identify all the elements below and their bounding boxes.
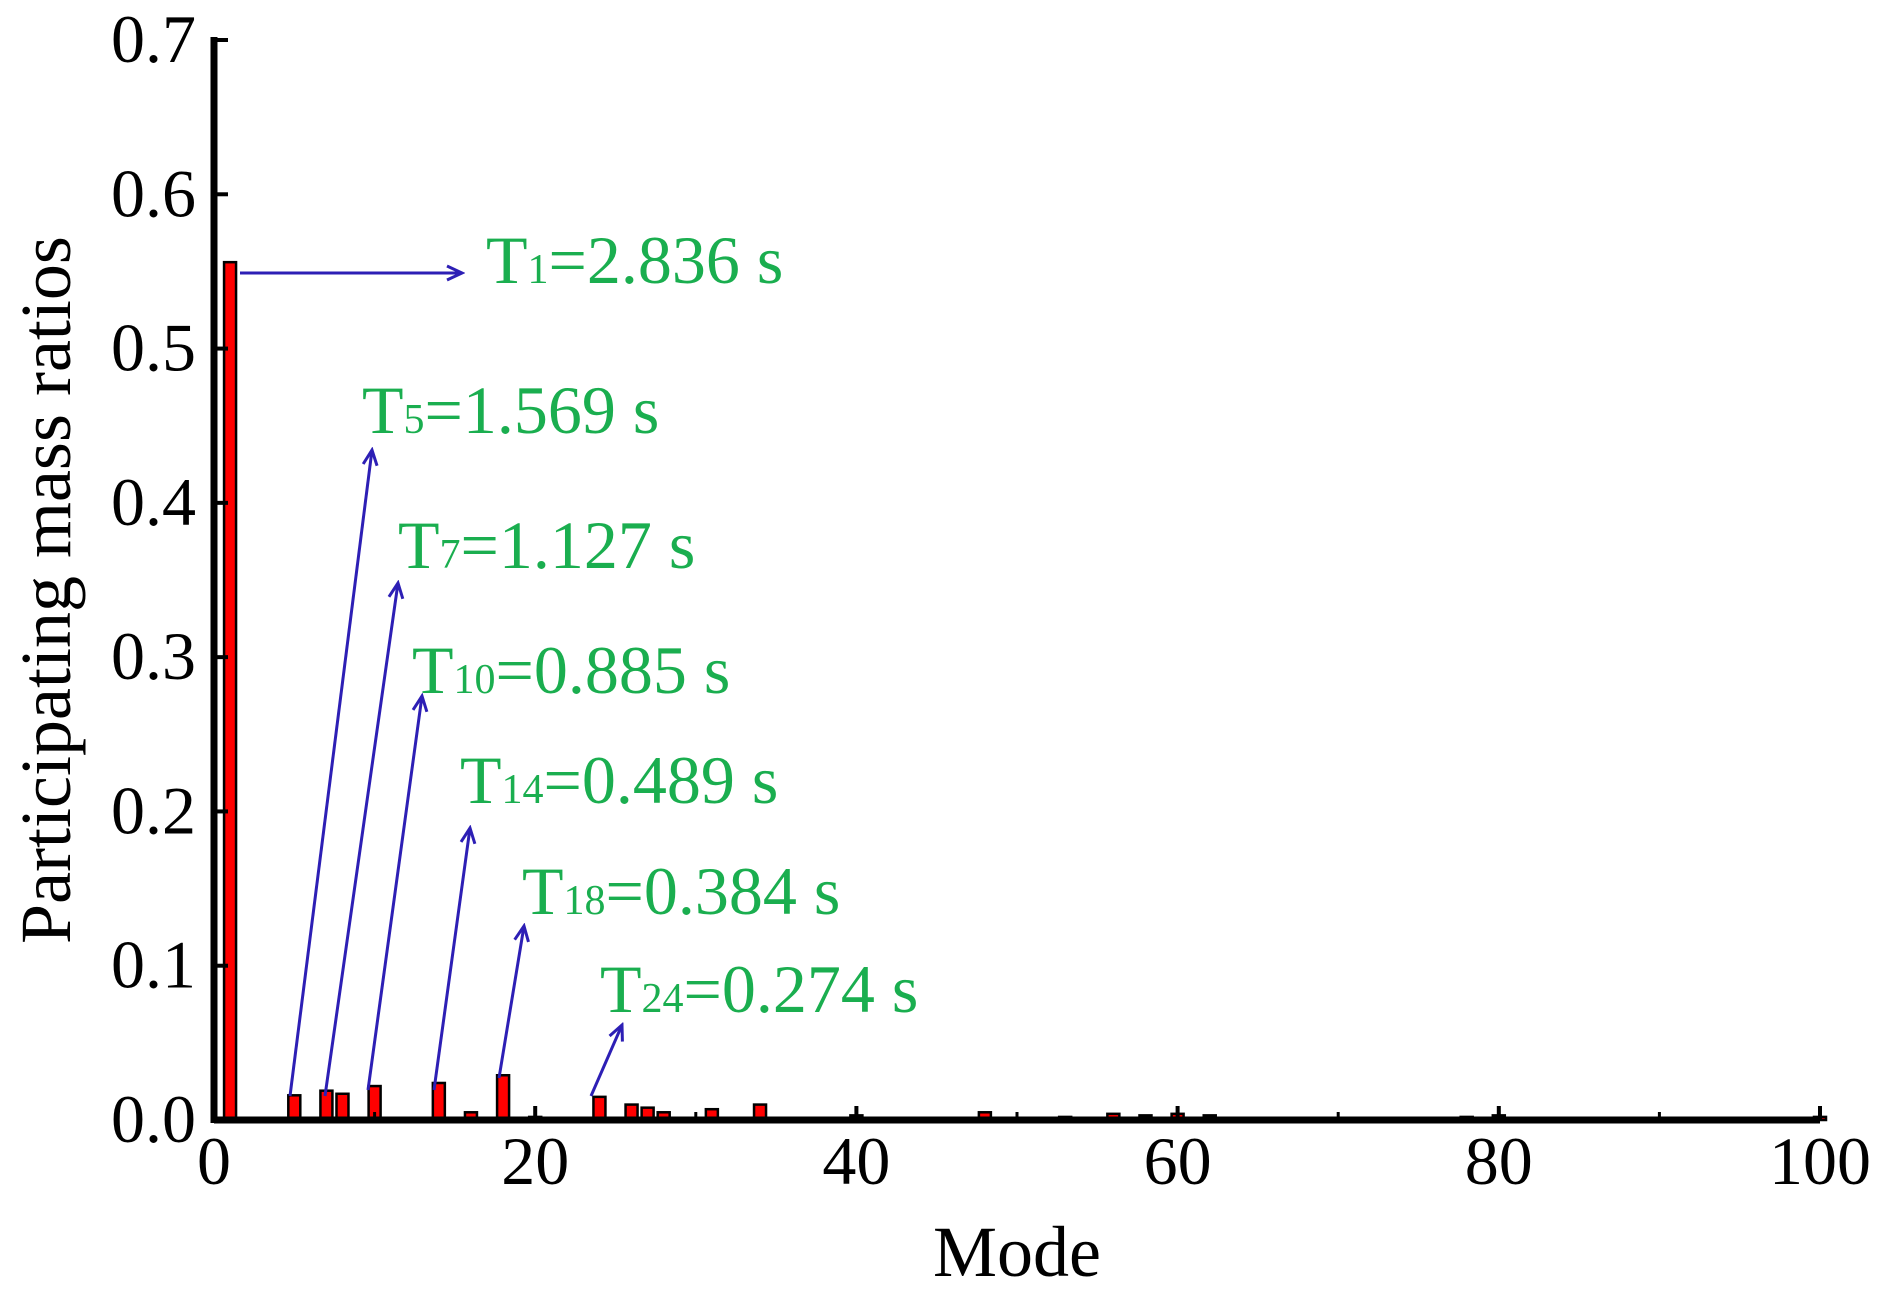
annotation-arrow-mode-18 xyxy=(497,926,524,1079)
x-tick-label: 100 xyxy=(1769,1123,1871,1199)
x-tick-label: 0 xyxy=(197,1123,231,1199)
y-tick-label: 0.3 xyxy=(111,618,196,694)
annotation-arrow-mode-14 xyxy=(432,828,470,1091)
annotation-arrow-mode-7 xyxy=(323,583,398,1097)
annotation-arrow-mode-10 xyxy=(366,696,422,1091)
y-tick-label: 0.7 xyxy=(111,1,196,77)
y-axis-title: Participating mass ratios xyxy=(6,236,86,944)
bar-mode-8 xyxy=(335,1092,350,1122)
annotation-arrow-mode-5 xyxy=(288,450,372,1097)
x-tick-label: 80 xyxy=(1465,1123,1533,1199)
bar-mode-1 xyxy=(222,260,238,1122)
annotation-label-mode-5: T5=1.569 s xyxy=(362,372,659,448)
annotation-label-mode-10: T10=0.885 s xyxy=(412,632,730,708)
y-tick-label: 0.5 xyxy=(111,310,196,386)
axes-group: 0 20 40 60 80 100 0.0 0.1 0.2 0.3 0.4 0.5 0.6 0.7 xyxy=(111,1,1871,1199)
bar-mode-18 xyxy=(495,1074,511,1122)
bar-mode-5 xyxy=(287,1094,302,1122)
annotation-label-mode-24: T24=0.274 s xyxy=(600,951,918,1027)
y-tick-label: 0.2 xyxy=(111,772,196,848)
x-tick-label: 40 xyxy=(822,1123,890,1199)
annotations-group: T1=2.836 s T5=1.569 s T7=1.127 s T10=0.885 … xyxy=(240,222,918,1097)
x-axis-title: Mode xyxy=(933,1212,1101,1292)
annotation-label-mode-7: T7=1.127 s xyxy=(398,507,695,583)
annotation-label-mode-18: T18=0.384 s xyxy=(522,853,840,929)
y-tick-label: 0.1 xyxy=(111,927,196,1003)
y-tick-label: 0.4 xyxy=(111,464,196,540)
y-tick-label: 0.6 xyxy=(111,155,196,231)
annotation-label-mode-1: T1=2.836 s xyxy=(486,222,783,298)
annotation-arrow-mode-24 xyxy=(589,1025,622,1097)
y-tick-label: 0.0 xyxy=(111,1081,196,1157)
annotation-label-mode-14: T14=0.489 s xyxy=(460,742,778,818)
x-tick-label: 20 xyxy=(501,1123,569,1199)
x-tick-label: 60 xyxy=(1144,1123,1212,1199)
